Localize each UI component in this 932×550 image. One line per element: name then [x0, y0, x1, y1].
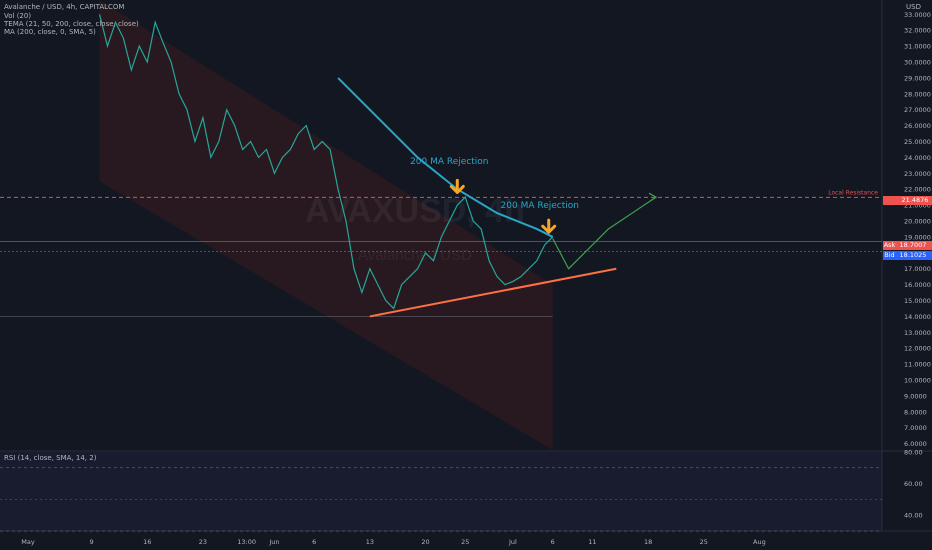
watermark-name: Avalanche / USD — [358, 247, 472, 264]
volume-legend: Vol (20) — [4, 12, 32, 20]
annotation-rejection-2: 200 MA Rejection — [501, 201, 579, 211]
time-tick-label: Aug — [753, 538, 766, 546]
time-tick-label: 16 — [143, 538, 151, 546]
rsi-tick-label: 80.00 — [904, 449, 923, 457]
rsi-tick-label: 60.00 — [904, 480, 923, 488]
price-tick-label: 19.0000 — [904, 233, 931, 241]
price-tick-label: 9.0000 — [904, 392, 927, 400]
descending-channel — [99, 0, 553, 450]
time-tick-label: Jul — [508, 538, 517, 546]
rsi-tick-label: 40.00 — [904, 512, 923, 520]
chart-title: Avalanche / USD, 4h, CAPITALCOM — [4, 3, 125, 11]
price-tick-label: 27.0000 — [904, 106, 931, 114]
price-tick-label: 30.0000 — [904, 59, 931, 67]
price-tick-label: 29.0000 — [904, 74, 931, 82]
price-tick-label: 28.0000 — [904, 90, 931, 98]
price-tick-label: 14.0000 — [904, 313, 931, 321]
price-tick-label: 8.0000 — [904, 408, 927, 416]
price-tick-label: 11.0000 — [904, 361, 931, 369]
time-tick-label: 6 — [551, 538, 555, 546]
price-series-line — [98, 14, 554, 310]
time-tick-label: 13 — [366, 538, 374, 546]
price-tick-label: 33.0000 — [904, 11, 931, 19]
tema-legend: TEMA (21, 50, 200, close, close, close) — [4, 20, 139, 28]
annotation-rejection-1: 200 MA Rejection — [410, 157, 488, 167]
time-tick-label: Jun — [268, 538, 279, 546]
time-tick-label: 25 — [700, 538, 708, 546]
time-tick-label: 18 — [644, 538, 652, 546]
price-tick-label: 16.0000 — [904, 281, 931, 289]
price-tick-label: 21.0000 — [904, 202, 931, 210]
time-tick-label: 6 — [312, 538, 316, 546]
projection-arrowhead — [648, 192, 658, 202]
price-tick-label: 13.0000 — [904, 329, 931, 337]
price-tick-label: 10.0000 — [904, 377, 931, 385]
price-tick-label: 20.0000 — [904, 218, 931, 226]
price-tick-label: 23.0000 — [904, 170, 931, 178]
price-tick-label: 31.0000 — [904, 43, 931, 51]
time-tick-label: 25 — [461, 538, 469, 546]
price-tick-label: 26.0000 — [904, 122, 931, 130]
time-tick-label: May — [21, 538, 35, 546]
time-tick-label: 23 — [199, 538, 207, 546]
watermark-symbol: AVAXUSD, 4h — [305, 192, 525, 230]
support-trendline — [369, 267, 617, 318]
price-tick-label: 17.0000 — [904, 265, 931, 273]
price-tick-label: 24.0000 — [904, 154, 931, 162]
resistance-price-tag: 21.4876 — [883, 196, 932, 205]
price-tick-label: 6.0000 — [904, 440, 927, 448]
price-tick-label: 25.0000 — [904, 138, 931, 146]
time-tick-label: 9 — [90, 538, 94, 546]
rsi-pane-background — [0, 452, 882, 531]
price-tick-label: 22.0000 — [904, 186, 931, 194]
currency-label: USD — [906, 3, 921, 11]
time-tick-label: 20 — [421, 538, 429, 546]
time-tick-label: 11 — [588, 538, 596, 546]
local-resistance-label: Local Resistance — [828, 189, 878, 196]
rsi-legend: RSI (14, close, SMA, 14, 2) — [4, 454, 97, 462]
price-tick-label: 15.0000 — [904, 297, 931, 305]
price-tick-label: 7.0000 — [904, 424, 927, 432]
price-tick-label: 32.0000 — [904, 27, 931, 35]
ask-price-tag: Ask 18.7007 — [883, 241, 932, 250]
projection-path — [552, 196, 657, 270]
ma-legend: MA (200, close, 0, SMA, 5) — [4, 28, 96, 36]
bid-price-tag: Bid 18.1025 — [883, 251, 932, 260]
time-tick-label: 13:00 — [237, 538, 256, 546]
price-tick-label: 12.0000 — [904, 345, 931, 353]
